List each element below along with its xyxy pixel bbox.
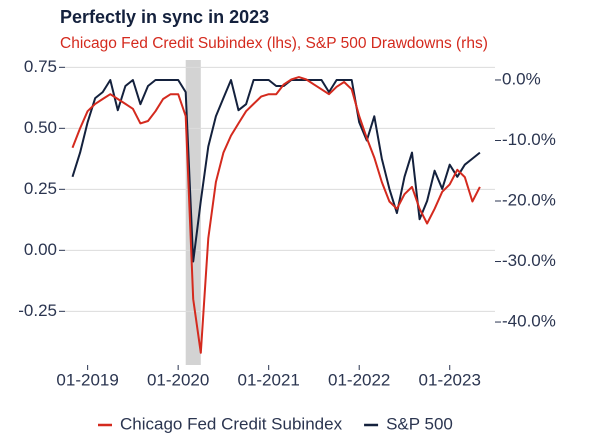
chart-subtitle: Chicago Fed Credit Subindex (lhs), S&P 5… [60, 35, 488, 52]
x-tick-label: 01-2023 [419, 370, 481, 389]
legend-label: S&P 500 [386, 414, 453, 433]
y-tick-label: 0.50 [24, 118, 57, 137]
shaded-period [185, 60, 201, 365]
series-line [71, 79, 481, 263]
chart-title: Perfectly in sync in 2023 [60, 7, 269, 27]
x-tick-label: 01-2020 [147, 370, 209, 389]
y-tick-label: 0.75 [24, 57, 57, 76]
y2-tick-label: -10.0% [502, 130, 556, 149]
x-tick-label: 01-2019 [56, 370, 118, 389]
series-line [71, 76, 481, 354]
y-tick-label: -0.25 [18, 301, 57, 320]
y2-tick-label: -40.0% [502, 312, 556, 331]
legend-label: Chicago Fed Credit Subindex [120, 414, 343, 433]
x-tick-label: 01-2022 [328, 370, 390, 389]
y2-tick-label: -30.0% [502, 251, 556, 270]
x-tick-label: 01-2021 [237, 370, 299, 389]
y-tick-label: 0.25 [24, 179, 57, 198]
y2-tick-label: 0.0% [502, 69, 541, 88]
y2-tick-label: -20.0% [502, 190, 556, 209]
y-tick-label: 0.00 [24, 240, 57, 259]
